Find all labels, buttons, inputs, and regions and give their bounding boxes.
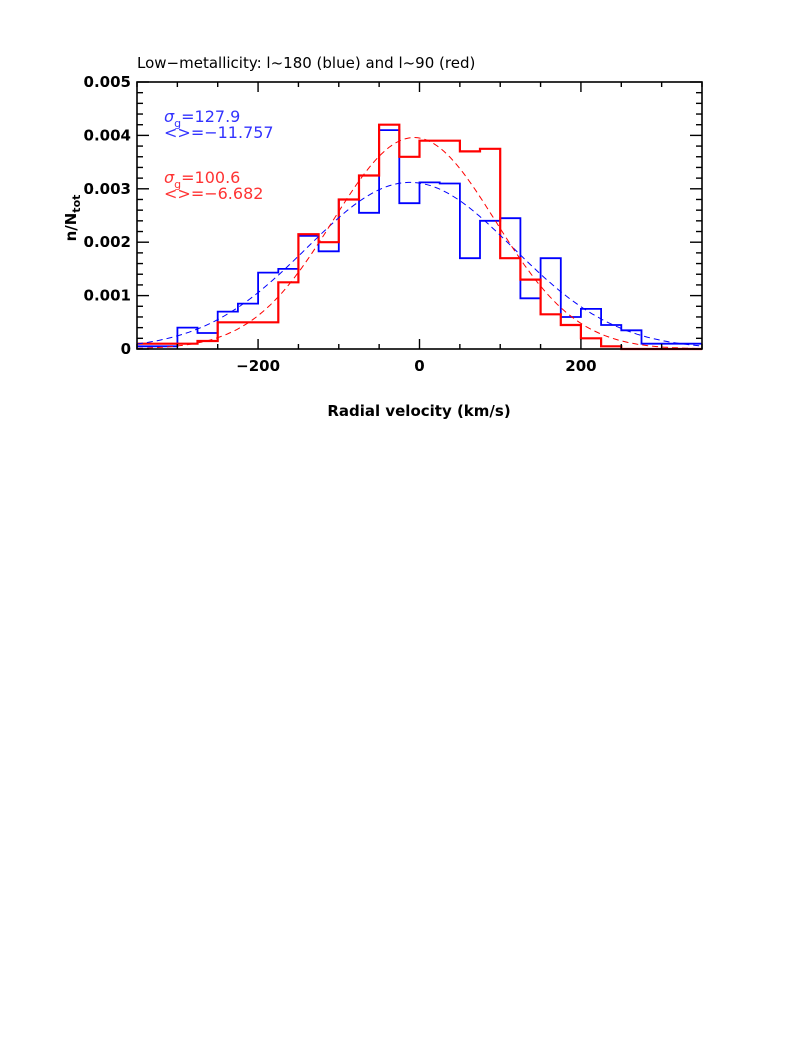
histogram-series-blue — [137, 129, 702, 348]
x-tick-label: 200 — [565, 357, 596, 375]
histogram-series-red — [137, 123, 702, 351]
chart-title: Low−metallicity: l~180 (blue) and l~90 (… — [137, 54, 475, 72]
y-tick-label: 0.005 — [84, 73, 131, 91]
annotation-sigma-blue: σg=127.9 — [164, 107, 240, 130]
x-tick-label: 0 — [414, 357, 424, 375]
y-tick-label: 0.001 — [84, 287, 131, 305]
annotation-mean-red: <>=−6.682 — [164, 184, 263, 203]
y-axis-label: n/Ntot — [62, 195, 83, 242]
svg-text:n/Ntot: n/Ntot — [62, 195, 83, 242]
y-tick-label: 0.004 — [84, 126, 131, 144]
annotation-mean-blue: <>=−11.757 — [164, 123, 274, 142]
x-axis-label: Radial velocity (km/s) — [327, 402, 510, 420]
annotation-sigma-red: σg=100.6 — [164, 168, 240, 191]
plot-area: −200 0 200 0 0.001 0.002 0.003 0.004 0.005 σg=127… — [84, 73, 703, 375]
gaussian-fit-red — [136, 136, 703, 350]
y-tick-label: 0.002 — [84, 233, 131, 251]
x-tick-label: −200 — [236, 357, 280, 375]
y-tick-label: 0 — [121, 340, 131, 358]
gaussian-fit-blue — [136, 181, 703, 347]
y-tick-label: 0.003 — [84, 180, 131, 198]
